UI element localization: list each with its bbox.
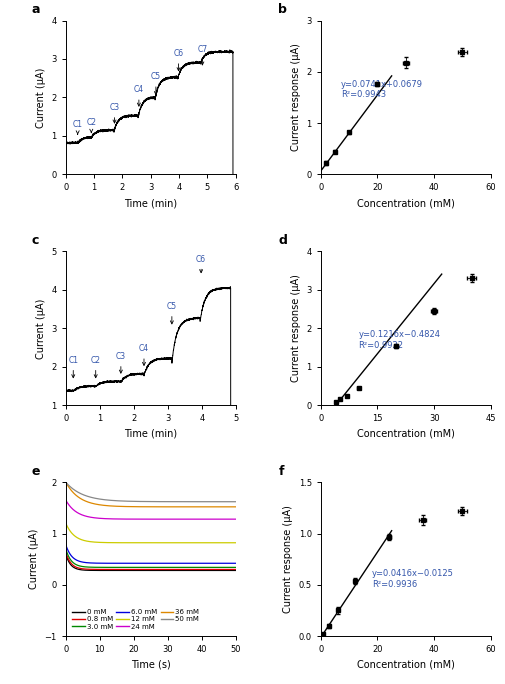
- Text: C6: C6: [173, 49, 183, 70]
- Text: C2: C2: [90, 356, 100, 378]
- Text: C5: C5: [150, 73, 161, 94]
- Text: C6: C6: [195, 254, 206, 273]
- Y-axis label: Current (μA): Current (μA): [36, 298, 46, 358]
- Text: b: b: [278, 3, 287, 16]
- Text: C1: C1: [68, 356, 78, 378]
- Y-axis label: Current response (μA): Current response (μA): [290, 274, 300, 382]
- Text: C3: C3: [116, 352, 126, 373]
- Text: C3: C3: [109, 103, 119, 123]
- X-axis label: Concentration (mM): Concentration (mM): [356, 429, 454, 439]
- Text: C1: C1: [73, 120, 82, 135]
- Y-axis label: Current (μA): Current (μA): [29, 529, 39, 590]
- Text: e: e: [32, 464, 40, 477]
- Text: c: c: [32, 234, 39, 247]
- Text: C5: C5: [167, 302, 177, 324]
- Text: C4: C4: [139, 344, 149, 365]
- Legend: 0 mM, 0.8 mM, 3.0 mM, 6.0 mM, 12 mM, 24 mM, 36 mM, 50 mM: 0 mM, 0.8 mM, 3.0 mM, 6.0 mM, 12 mM, 24 …: [69, 606, 201, 633]
- Y-axis label: Current response (μA): Current response (μA): [290, 44, 300, 151]
- Text: C7: C7: [197, 45, 207, 65]
- X-axis label: Time (s): Time (s): [131, 659, 170, 670]
- Text: C2: C2: [86, 118, 96, 133]
- X-axis label: Time (min): Time (min): [124, 429, 177, 439]
- Text: C4: C4: [133, 86, 143, 106]
- Text: f: f: [278, 464, 283, 477]
- Y-axis label: Current (μA): Current (μA): [36, 67, 46, 128]
- X-axis label: Concentration (mM): Concentration (mM): [356, 198, 454, 208]
- Text: y=0.0741x+0.0679
R²=0.9943: y=0.0741x+0.0679 R²=0.9943: [340, 80, 422, 99]
- X-axis label: Concentration (mM): Concentration (mM): [356, 659, 454, 670]
- X-axis label: Time (min): Time (min): [124, 198, 177, 208]
- Text: a: a: [32, 3, 40, 16]
- Text: d: d: [278, 234, 287, 247]
- Text: y=0.0416x−0.0125
R²=0.9936: y=0.0416x−0.0125 R²=0.9936: [371, 570, 453, 589]
- Text: y=0.1216x−0.4824
R²=0.9922: y=0.1216x−0.4824 R²=0.9922: [358, 330, 440, 350]
- Y-axis label: Current response (μA): Current response (μA): [282, 505, 292, 613]
